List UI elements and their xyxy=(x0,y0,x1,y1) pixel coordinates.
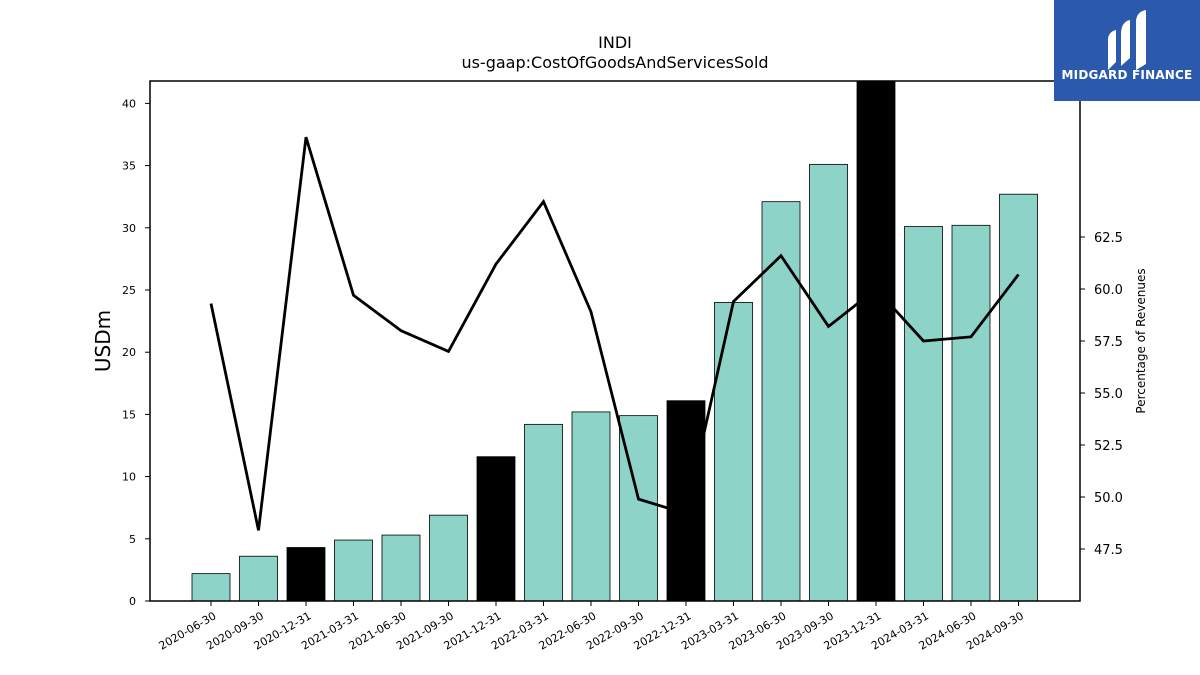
bar-2021-09-30 xyxy=(429,514,468,602)
bar-2020-06-30 xyxy=(191,573,231,602)
bar-2021-03-31 xyxy=(334,539,373,602)
bar-2023-09-30 xyxy=(809,163,848,602)
chart-title: INDI xyxy=(598,33,632,52)
y2-tick-label: 62.5 xyxy=(1094,231,1123,246)
midgard-logo-icon xyxy=(1108,10,1146,70)
bar-series xyxy=(191,80,1038,602)
y-axis-label: USDm xyxy=(91,310,115,372)
y2-tick-label: 50.0 xyxy=(1094,491,1123,506)
y-tick-label: 5 xyxy=(129,533,136,546)
y2-tick-label: 60.0 xyxy=(1094,283,1123,298)
midgard-finance-logo: MIDGARD FINANCE xyxy=(1054,0,1200,101)
chart-subtitle: us-gaap:CostOfGoodsAndServicesSold xyxy=(461,53,768,72)
right-axis: 47.5 50.0 52.5 55.0 57.5 60.0 62.5 xyxy=(1080,231,1123,558)
bar-2023-03-31 xyxy=(714,302,753,602)
y2-tick-label: 55.0 xyxy=(1094,387,1123,402)
y-tick-label: 30 xyxy=(122,222,136,235)
percentage-line xyxy=(209,136,1020,531)
y-tick-label: 0 xyxy=(129,595,136,608)
bar-2022-06-30 xyxy=(571,411,611,602)
bar-2023-06-30 xyxy=(761,201,801,602)
y2-tick-label: 52.5 xyxy=(1094,439,1123,454)
bar-2021-06-30 xyxy=(381,534,421,602)
y-tick-label: 15 xyxy=(122,408,136,421)
y-tick-label: 25 xyxy=(122,284,136,297)
y2-axis-label: Percentage of Revenues xyxy=(1134,268,1148,413)
y-tick-label: 35 xyxy=(122,160,136,173)
bar-2022-03-31 xyxy=(524,423,563,602)
bar-2021-12-31 xyxy=(476,456,516,602)
y-tick-label: 20 xyxy=(122,346,136,359)
left-axis: 0 5 10 15 20 25 30 35 40 xyxy=(122,97,150,608)
bar-2020-12-31 xyxy=(286,547,326,602)
bar-2020-09-30 xyxy=(239,555,278,602)
x-axis: 2020-06-302020-09-302020-12-312021-03-31… xyxy=(157,601,1026,653)
bar-2024-06-30 xyxy=(951,224,991,602)
y2-tick-label: 47.5 xyxy=(1094,543,1123,558)
bar-2024-09-30 xyxy=(999,193,1038,602)
bar-2024-03-31 xyxy=(904,226,943,602)
y2-tick-label: 57.5 xyxy=(1094,335,1123,350)
y-tick-label: 40 xyxy=(122,97,136,110)
y-tick-label: 10 xyxy=(122,471,136,484)
bar-2022-12-31 xyxy=(666,400,706,602)
logo-text: MIDGARD FINANCE xyxy=(1061,68,1193,82)
bar-2023-12-31 xyxy=(856,80,896,602)
